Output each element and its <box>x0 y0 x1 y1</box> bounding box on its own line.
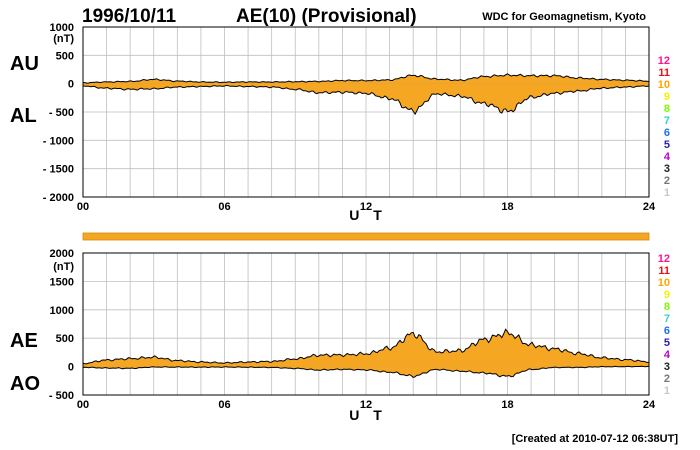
legend-station-count: 8 <box>664 301 670 313</box>
au-al-x-tick-label: 06 <box>218 201 230 213</box>
legend-station-count: 2 <box>664 373 670 385</box>
ae-ao-y-tick-label: 1000 <box>50 305 74 317</box>
ae-ao-x-axis-label: U T <box>349 407 387 423</box>
au-al-x-tick-label: 00 <box>77 201 89 213</box>
ae-ao-x-tick-label: 24 <box>643 399 656 411</box>
legend-station-count: 10 <box>658 79 670 91</box>
au-area <box>83 73 649 84</box>
legend-station-count: 5 <box>664 139 670 151</box>
au-label: AU <box>10 53 39 75</box>
al-line <box>82 84 650 116</box>
ae-line <box>82 328 650 365</box>
legend-station-count: 1 <box>664 385 670 397</box>
legend-station-count: 3 <box>664 361 670 373</box>
ae-ao-y-tick-label: 0 <box>68 362 74 374</box>
ae-ao-y-tick-label: 500 <box>56 333 74 345</box>
au-al-y-tick-label: 500 <box>56 50 74 62</box>
ae-ao-grid <box>83 253 649 395</box>
legend-station-count: 7 <box>664 115 670 127</box>
au-al-y-tick-label: - 2000 <box>43 192 74 204</box>
legend-station-count: 7 <box>664 313 670 325</box>
legend-station-count: 12 <box>658 55 670 67</box>
ao-area <box>83 366 649 378</box>
date-title: 1996/10/11 <box>82 6 176 27</box>
ao-line <box>82 365 650 378</box>
ae-ao-y-tick-label: 2000 <box>50 248 74 260</box>
au-al-unit: (nT) <box>53 33 74 45</box>
legend-station-count: 9 <box>664 91 670 103</box>
ae-ao-y-ticks: 2000 1500 1000 500 0 - 500 <box>49 248 74 402</box>
legend-station-count: 12 <box>658 253 670 265</box>
au-al-y-tick-label: 1000 <box>50 22 74 34</box>
legend-station-count: 6 <box>664 325 670 337</box>
source-label: WDC for Geomagnetism, Kyoto <box>482 11 646 23</box>
legend-station-count: 6 <box>664 127 670 139</box>
legend-station-count: 11 <box>658 265 670 277</box>
legend-station-count: 1 <box>664 187 670 199</box>
legend-station-count: 2 <box>664 175 670 187</box>
ae-ao-x-ticks: 00 06 12 18 24 <box>77 399 656 411</box>
legend-station-count: 10 <box>658 277 670 289</box>
ae-ao-x-tick-label: 18 <box>501 399 513 411</box>
data-status-bar <box>82 232 650 241</box>
ae-ao-y-tick-label: 1500 <box>50 276 74 288</box>
legend-station-count: 4 <box>664 151 671 163</box>
ao-label: AO <box>10 373 40 395</box>
ae-ao-x-tick-label: 12 <box>360 399 372 411</box>
au-al-frame <box>82 26 650 198</box>
au-al-x-ticks: 00 06 12 18 24 <box>77 201 656 213</box>
legend-station-count: 8 <box>664 103 670 115</box>
ae-ao-y-tick-label: - 500 <box>49 390 74 402</box>
au-al-x-tick-label: 18 <box>501 201 513 213</box>
al-area <box>83 83 649 115</box>
au-line <box>82 73 650 84</box>
legend-station-count: 4 <box>664 349 671 361</box>
created-stamp: [Created at 2010-07-12 06:38UT] <box>512 433 679 445</box>
au-al-grid <box>83 27 649 197</box>
au-al-y-tick-label: - 1500 <box>43 164 74 176</box>
ae-ao-unit: (nT) <box>53 261 74 273</box>
ae-ao-frame <box>82 252 650 396</box>
legend-station-count: 11 <box>658 67 670 79</box>
au-al-y-tick-label: 0 <box>68 79 74 91</box>
ae-ao-x-tick-label: 06 <box>218 399 230 411</box>
au-al-x-tick-label: 24 <box>643 201 656 213</box>
ae-area <box>83 329 649 367</box>
au-al-x-tick-label: 12 <box>360 201 372 213</box>
legend-station-count: 3 <box>664 163 670 175</box>
au-al-y-ticks: 1000 500 0 - 500 - 1000 - 1500 - 2000 <box>43 22 74 204</box>
au-al-y-tick-label: - 500 <box>49 107 74 119</box>
ae-label: AE <box>10 330 38 352</box>
au-al-y-tick-label: - 1000 <box>43 135 74 147</box>
chart-title: AE(10) (Provisional) <box>236 6 417 27</box>
legend-station-count: 5 <box>664 337 670 349</box>
al-label: AL <box>10 105 37 127</box>
ae-ao-x-tick-label: 00 <box>77 399 89 411</box>
legend-station-count: 9 <box>664 289 670 301</box>
au-al-x-axis-label: U T <box>349 207 387 223</box>
